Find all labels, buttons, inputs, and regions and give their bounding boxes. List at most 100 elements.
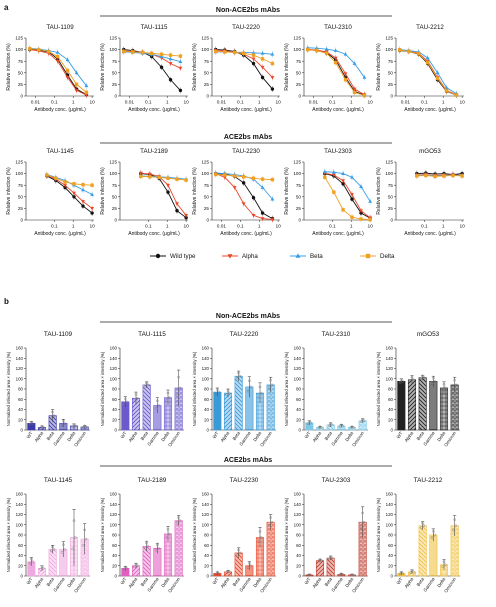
y-tick-label: 160 xyxy=(110,346,118,351)
data-point-delta-1 xyxy=(223,173,227,177)
legend-marker xyxy=(227,254,233,259)
data-point-beta-5 xyxy=(368,199,373,203)
replicate-point-omicron xyxy=(82,426,85,429)
x-tick-label-wt: WT xyxy=(120,577,128,586)
replicate-point-beta xyxy=(421,522,424,525)
series-wild-type xyxy=(398,47,459,99)
replicate-point-gamma xyxy=(433,380,436,383)
replicate-point-omicron xyxy=(453,378,456,382)
replicate-point-delta xyxy=(441,389,445,392)
heading-b-ace2bs-label: ACE2bs mAbs xyxy=(224,457,272,464)
x-tick-label-gamma: Gamma xyxy=(146,430,160,446)
y-tick-label: 25 xyxy=(112,206,118,211)
data-point-delta-2 xyxy=(324,51,329,56)
data-point-delta-3 xyxy=(166,176,170,180)
replicate-point-beta xyxy=(237,548,240,552)
y-tick-label: 80 xyxy=(296,533,301,538)
y-tick-label: 25 xyxy=(18,206,24,211)
data-point-delta-5 xyxy=(90,183,94,187)
data-point-alpha-2 xyxy=(341,179,346,183)
y-tick-label: 140 xyxy=(110,356,118,361)
data-point-delta-0 xyxy=(45,173,49,177)
y-tick-label: 40 xyxy=(18,553,23,558)
x-axis-label: Antibody conc. (μg/mL) xyxy=(34,107,86,113)
x-tick-label: 0.01 xyxy=(309,100,319,106)
legend-marker xyxy=(155,253,161,259)
bar-alpha xyxy=(407,379,417,431)
replicate-point-alpha xyxy=(409,380,413,383)
heading-a-ace2bs: ACE2bs mAbs xyxy=(100,134,392,144)
y-tick-label: 75 xyxy=(112,59,118,64)
data-point-wild-type-4 xyxy=(251,196,256,200)
y-tick-label: 0 xyxy=(20,94,23,99)
heading-b-non-ace2bs: Non-ACE2bs mAbs xyxy=(100,313,392,323)
y-tick-label: 140 xyxy=(386,356,394,361)
replicate-point-delta xyxy=(442,560,446,563)
data-point-wild-type-5 xyxy=(90,211,94,215)
y-tick-label: 120 xyxy=(202,366,210,371)
data-point-alpha-5 xyxy=(184,214,189,218)
replicate-point-delta xyxy=(443,386,447,390)
y-axis-label: Relative infection (%) xyxy=(100,167,106,215)
chart-title: TAU-2220 xyxy=(232,24,260,31)
x-tick-label-alpha: Alpha xyxy=(312,576,323,589)
replicate-point-gamma xyxy=(62,419,65,423)
x-tick-label-alpha: Alpha xyxy=(34,430,45,443)
replicate-point-gamma xyxy=(60,423,64,427)
y-tick-label: 125 xyxy=(293,36,301,41)
y-tick-label: 80 xyxy=(296,387,301,392)
data-point-alpha-3 xyxy=(55,59,60,64)
y-tick-label: 100 xyxy=(110,376,118,381)
y-tick-label: 20 xyxy=(388,563,393,568)
x-tick-label-gamma: Gamma xyxy=(52,430,66,446)
x-tick-label-beta: Beta xyxy=(232,430,242,441)
data-point-delta-3 xyxy=(72,182,76,186)
y-tick-label: 60 xyxy=(18,543,23,548)
series-beta xyxy=(322,168,373,205)
data-point-wild-type-4 xyxy=(81,204,85,208)
replicate-point-wt xyxy=(28,561,32,565)
replicate-point-beta xyxy=(144,547,147,550)
heading-b-ace2bs: ACE2bs mAbs xyxy=(100,457,392,467)
chart-title: TAU-2310 xyxy=(322,331,351,338)
x-tick-label: 10 xyxy=(459,224,465,230)
replicate-point-wt xyxy=(217,390,220,394)
data-point-wild-type-2 xyxy=(341,182,345,186)
y-tick-label: 25 xyxy=(296,82,302,87)
bar-omicron xyxy=(174,520,183,577)
y-tick-label: 0 xyxy=(390,218,393,223)
y-tick-label: 0 xyxy=(299,574,302,579)
y-tick-label: 20 xyxy=(204,417,209,422)
y-tick-label: 140 xyxy=(294,502,302,507)
y-tick-label: 120 xyxy=(386,366,394,371)
replicate-point-gamma xyxy=(246,566,250,569)
replicate-point-delta xyxy=(166,528,170,531)
series-delta xyxy=(306,46,367,99)
y-tick-label: 40 xyxy=(204,553,209,558)
y-axis-label: Normalized infected area × intensity (%) xyxy=(192,497,197,572)
replicate-point-omicron xyxy=(270,520,274,524)
series-line-alpha xyxy=(140,172,187,216)
x-tick-label: 0.1 xyxy=(145,100,152,106)
x-tick-label: 10 xyxy=(183,100,189,106)
data-point-delta-2 xyxy=(63,180,67,184)
bar-wt xyxy=(213,391,222,431)
y-tick-label: 120 xyxy=(294,512,302,517)
data-point-beta-3 xyxy=(55,50,60,54)
x-tick-label: 1 xyxy=(72,100,75,106)
data-point-delta-5 xyxy=(260,57,265,61)
y-tick-label: 0 xyxy=(20,218,23,223)
x-tick-label: 10 xyxy=(367,100,373,106)
replicate-point-beta xyxy=(146,383,150,387)
replicate-point-omicron xyxy=(82,543,85,547)
data-point-beta-4 xyxy=(81,187,85,192)
y-tick-label: 0 xyxy=(21,574,24,579)
y-tick-label: 125 xyxy=(109,36,117,41)
replicate-point-delta xyxy=(351,573,355,577)
data-point-delta-3 xyxy=(425,60,430,65)
y-tick-label: 25 xyxy=(112,82,118,87)
replicate-point-wt xyxy=(214,572,218,576)
data-point-beta-1 xyxy=(331,170,336,174)
y-tick-label: 100 xyxy=(109,47,117,52)
data-point-delta-0 xyxy=(415,174,419,178)
